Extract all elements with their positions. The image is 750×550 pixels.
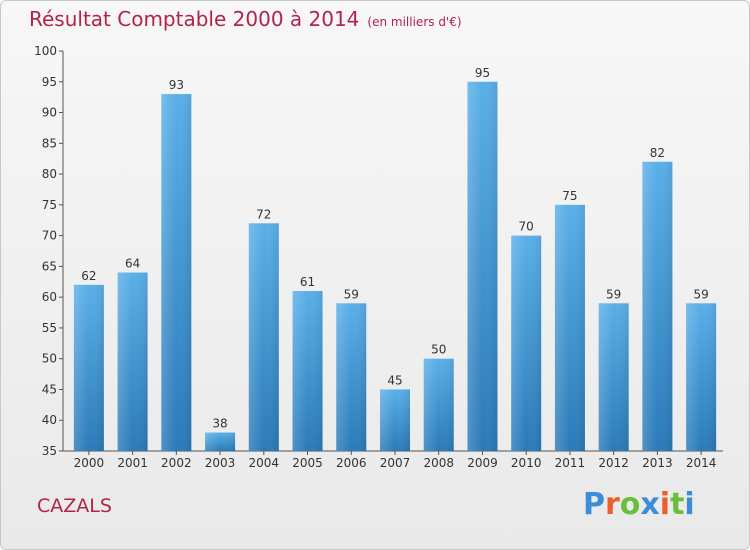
y-tick-label: 50 [42, 352, 57, 366]
y-tick-label: 80 [42, 167, 57, 181]
bar-shine [686, 303, 717, 451]
y-tick-label: 85 [42, 136, 57, 150]
data-label: 62 [81, 269, 96, 283]
bar-shine [336, 303, 367, 451]
y-tick-label: 100 [34, 44, 57, 58]
data-label: 82 [650, 146, 665, 160]
y-tick-label: 90 [42, 106, 57, 120]
axes: 35 40 45 50 55 60 65 70 75 80 85 90 95 100 2000 2001 200… [34, 44, 723, 470]
y-tick-label: 75 [42, 198, 57, 212]
x-tick-label: 2014 [686, 456, 717, 470]
y-tick-label: 40 [42, 413, 57, 427]
y-tick-label: 95 [42, 75, 57, 89]
x-tick-label: 2004 [249, 456, 280, 470]
logo-letter: r [605, 487, 620, 522]
logo-letter: i [684, 487, 695, 522]
y-tick-label: 35 [42, 444, 57, 458]
x-tick-label: 2001 [117, 456, 148, 470]
x-tick-label: 2000 [74, 456, 105, 470]
logo-letter: x [640, 487, 660, 522]
bar-shine [292, 291, 323, 451]
chart-title: Résultat Comptable 2000 à 2014 (en millie… [29, 7, 462, 31]
bar-shine [205, 432, 236, 451]
town-name: CAZALS [37, 495, 112, 517]
chart-subtitle: (en milliers d'€) [367, 15, 462, 29]
bar-shine [511, 235, 542, 451]
proxiti-logo: Proxiti [583, 487, 695, 522]
bars [73, 81, 717, 452]
bar-shine [380, 389, 410, 451]
x-tick-label: 2013 [642, 456, 673, 470]
data-label: 95 [475, 66, 490, 80]
x-tick-label: 2003 [205, 456, 236, 470]
bar-shine [423, 358, 454, 451]
y-tick-label: 70 [42, 229, 57, 243]
x-tick-label: 2011 [555, 456, 586, 470]
bar-shine [642, 161, 673, 451]
data-label: 64 [125, 257, 140, 271]
y-tick-label: 60 [42, 290, 57, 304]
logo-letter: P [583, 487, 605, 522]
logo-letter: i [659, 487, 671, 522]
chart-title-text: Résultat Comptable 2000 à 2014 [29, 7, 360, 31]
y-tick-label: 65 [42, 259, 57, 273]
data-label: 75 [562, 189, 577, 203]
bar-shine [161, 94, 192, 452]
data-label: 45 [387, 373, 402, 387]
bar-shine [117, 272, 148, 451]
y-tick-label: 45 [42, 382, 57, 396]
y-tick-label: 55 [42, 321, 57, 335]
x-tick-label: 2007 [380, 456, 411, 470]
bar-shine [73, 284, 104, 451]
x-tick-label: 2012 [598, 456, 629, 470]
x-tick-label: 2008 [423, 456, 454, 470]
bar-shine [554, 204, 585, 451]
x-tick-label: 2002 [161, 456, 192, 470]
data-label: 72 [256, 207, 271, 221]
data-label: 61 [300, 275, 315, 289]
bar-shine [248, 223, 279, 451]
data-label: 50 [431, 343, 446, 357]
data-labels: 62 64 93 38 72 61 59 45 50 95 70 75 59 82 59 [81, 66, 709, 431]
x-tick-label: 2005 [292, 456, 323, 470]
data-label: 59 [344, 287, 359, 301]
x-tick-label: 2010 [511, 456, 542, 470]
data-label: 93 [169, 78, 184, 92]
logo-letter: t [670, 487, 685, 522]
bar-shine [598, 303, 629, 451]
data-label: 70 [519, 220, 534, 234]
data-label: 59 [606, 287, 621, 301]
x-tick-label: 2006 [336, 456, 367, 470]
data-label: 59 [693, 287, 708, 301]
x-tick-label: 2009 [467, 456, 498, 470]
data-label: 38 [212, 417, 227, 431]
bar-shine [467, 81, 498, 452]
logo-letter: o [619, 487, 641, 522]
